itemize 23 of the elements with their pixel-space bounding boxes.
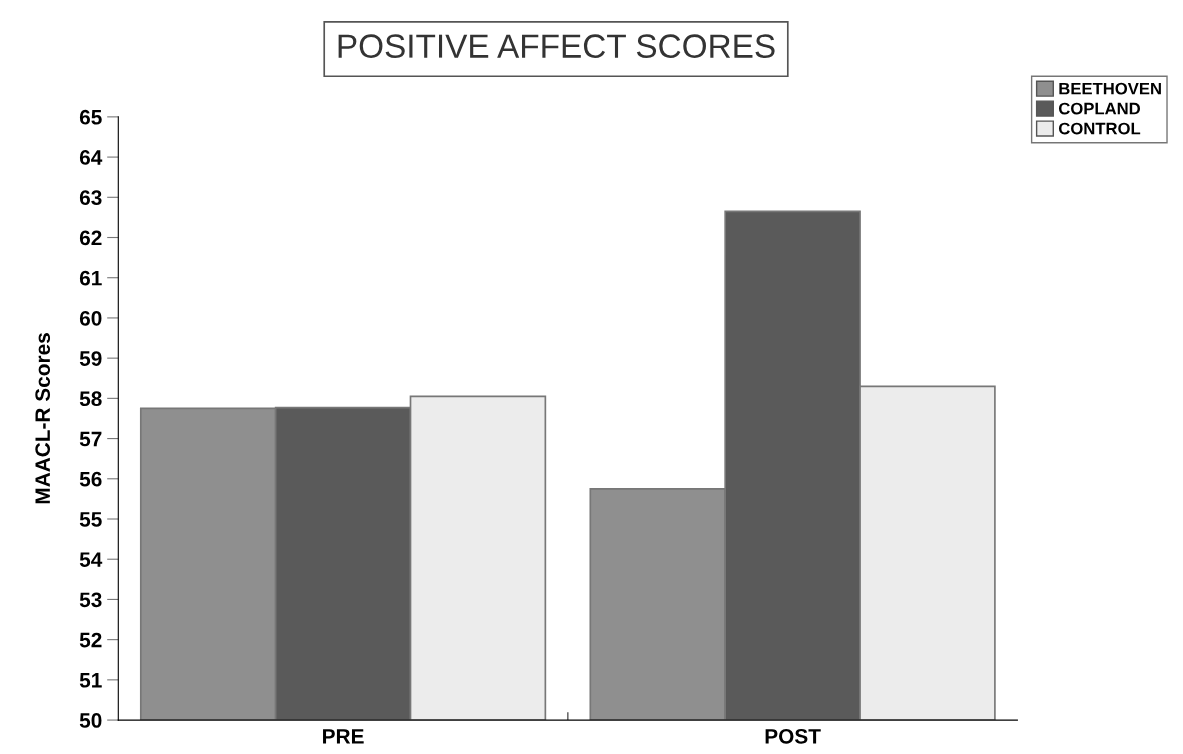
legend-label: CONTROL <box>1058 122 1141 135</box>
y-tick-label: 63 <box>79 190 102 206</box>
chart-title: POSITIVE AFFECT SCORES <box>338 34 775 58</box>
y-tick-label: 61 <box>79 270 102 286</box>
y-tick-label: 55 <box>79 512 102 527</box>
y-axis-title: MAACL-R Scores <box>35 333 51 504</box>
legend-label: BEETHOVEN <box>1059 82 1161 95</box>
y-tick-label: 51 <box>79 673 102 688</box>
y-tick-label: 56 <box>79 471 102 487</box>
y-tick-label: 57 <box>79 431 102 447</box>
y-tick-label: 50 <box>79 713 102 728</box>
y-tick-label: 60 <box>79 310 102 326</box>
y-tick-label: 58 <box>79 391 102 407</box>
y-tick-label: 53 <box>79 592 102 608</box>
y-tick-label: 54 <box>79 552 103 567</box>
x-tick-label: PRE <box>323 729 364 744</box>
y-tick-label: 52 <box>79 632 102 648</box>
y-tick-label: 62 <box>79 230 102 246</box>
x-tick-label: POST <box>765 728 821 744</box>
y-tick-label: 65 <box>79 109 102 125</box>
legend-label: COPLAND <box>1058 102 1140 115</box>
y-tick-label: 64 <box>79 150 103 165</box>
y-tick-label: 59 <box>79 351 102 366</box>
